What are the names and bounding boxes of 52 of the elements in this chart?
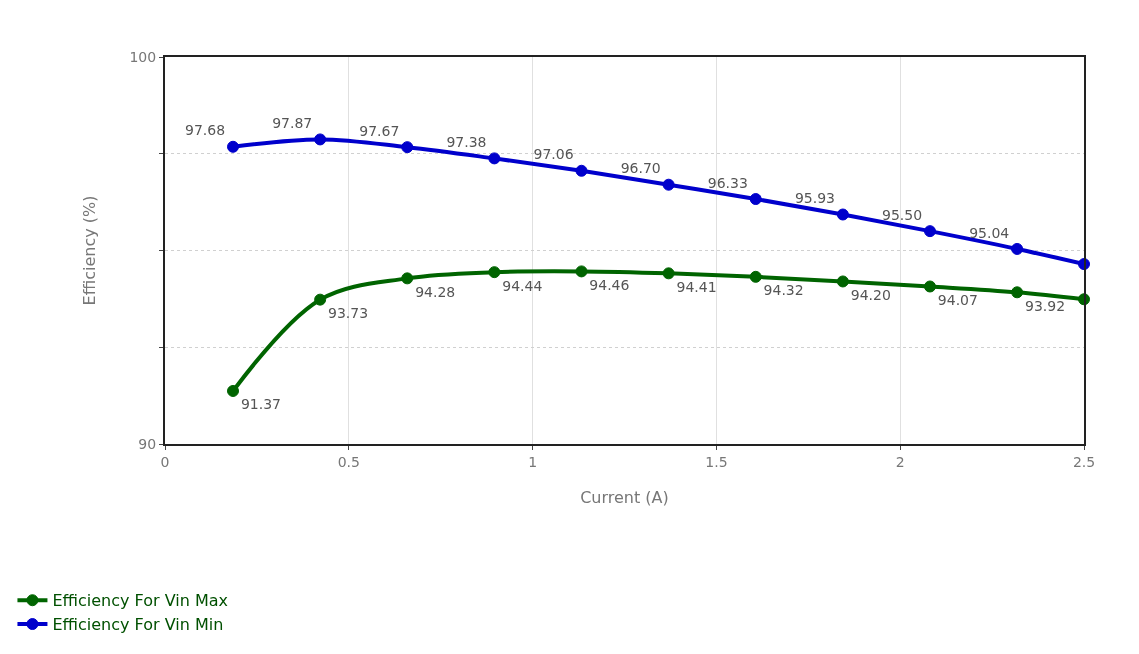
data-label: 97.06 — [533, 146, 574, 163]
point — [836, 208, 849, 221]
data-label: 94.28 — [415, 283, 456, 300]
point — [227, 384, 240, 397]
x-tick-label: 1.5 — [705, 453, 728, 470]
point — [749, 193, 762, 206]
data-label: 97.87 — [272, 115, 313, 132]
x-tick-label: 1 — [528, 453, 538, 470]
point — [314, 133, 327, 146]
data-label: 97.38 — [446, 134, 487, 151]
x-axis-title: Current (A) — [580, 488, 669, 507]
data-label: 97.67 — [359, 122, 400, 139]
point — [923, 280, 936, 293]
point — [923, 225, 936, 238]
x-tick-label: 0.5 — [337, 453, 360, 470]
point — [836, 275, 849, 288]
point — [575, 265, 588, 278]
data-label: 93.73 — [328, 305, 369, 322]
data-label: 97.68 — [185, 122, 226, 139]
point — [575, 164, 588, 177]
data-label: 94.44 — [502, 277, 543, 294]
point — [314, 293, 327, 306]
point — [488, 266, 501, 279]
data-label: 95.04 — [969, 224, 1010, 241]
y-tick-label: 90 — [138, 435, 157, 452]
point — [662, 178, 675, 191]
data-label: 95.93 — [794, 190, 835, 207]
data-label: 94.07 — [937, 291, 978, 308]
point — [662, 267, 675, 280]
y-tick-label: 100 — [129, 48, 157, 65]
point — [401, 272, 414, 285]
x-tick-label: 2 — [895, 453, 905, 470]
data-label: 94.46 — [589, 276, 630, 293]
data-label: 94.41 — [676, 278, 717, 295]
point — [488, 152, 501, 165]
data-label: 96.33 — [707, 174, 748, 191]
legend-label: Efficiency For Vin Min — [52, 615, 224, 635]
data-label: 95.50 — [882, 206, 923, 223]
data-label: 94.32 — [763, 282, 804, 299]
y-axis-title: Efficiency (%) — [79, 195, 99, 306]
point — [1011, 242, 1024, 255]
x-tick-label: 0 — [160, 453, 170, 470]
data-label: 91.37 — [240, 396, 281, 413]
point — [1011, 286, 1024, 299]
data-label: 93.92 — [1024, 297, 1066, 314]
point — [227, 140, 240, 153]
data-label: 96.70 — [620, 160, 661, 177]
point — [401, 141, 414, 154]
data-label: 94.20 — [850, 286, 891, 303]
legend-label: Efficiency For Vin Max — [52, 591, 229, 611]
x-tick-label: 2.5 — [1072, 453, 1096, 470]
point — [749, 270, 762, 283]
